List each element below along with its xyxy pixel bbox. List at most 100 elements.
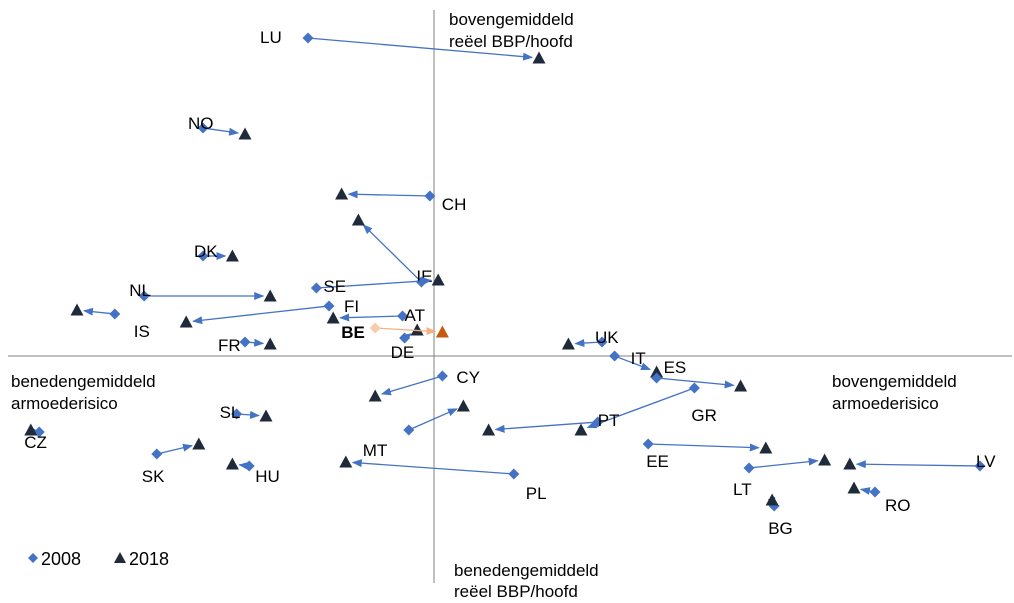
arrow-mt (412, 408, 458, 429)
arrow-sk (160, 443, 193, 454)
legend: 2008 2018 (28, 549, 169, 569)
legend-2018-label: 2018 (129, 549, 169, 569)
marker-2008-cy (436, 370, 448, 382)
arrow-fi (192, 305, 326, 325)
country-label-bg: BG (768, 519, 793, 538)
quadrant-label-top-line1: bovengemiddeld (449, 10, 574, 29)
arrow-ee (652, 443, 760, 452)
marker-2008-sl (231, 408, 243, 420)
marker-2018-ro (847, 481, 861, 494)
country-label-be: BE (341, 323, 365, 342)
country-label-it: IT (631, 349, 646, 368)
country-label-ch: CH (442, 195, 467, 214)
country-label-uk: UK (595, 328, 619, 347)
marker-2018-mt (456, 399, 470, 412)
arrow-uk (574, 339, 599, 348)
country-label-is: IS (134, 322, 150, 341)
marker-2008-gr (688, 382, 700, 394)
arrow-se (320, 277, 433, 289)
marker-2018-es (734, 379, 748, 392)
marker-2018-sk (192, 437, 206, 450)
country-label-no: NO (188, 114, 214, 133)
arrow-no (206, 127, 240, 136)
marker-2018-se (431, 273, 445, 286)
marker-2018-is (70, 303, 84, 316)
country-label-ie: IE (416, 267, 432, 286)
marker-2018-ie (351, 213, 365, 226)
country-label-ro: RO (885, 496, 911, 515)
marker-2008-mt (403, 424, 415, 436)
arrow-sl (240, 410, 261, 419)
marker-2008-dk (197, 250, 209, 262)
arrow-gr (586, 388, 691, 429)
marker-2008-uk (596, 336, 608, 348)
country-label-es: ES (664, 358, 687, 377)
marker-2008-ro (869, 486, 881, 498)
arrow-ie (362, 224, 420, 280)
arrow-ch (347, 190, 426, 199)
country-label-sk: SK (142, 467, 165, 486)
arrow-lv (855, 460, 977, 469)
country-label-lv: LV (976, 452, 996, 471)
country-label-nl: NL (129, 281, 151, 300)
arrow-pl (351, 459, 510, 475)
marker-2018-lt (818, 453, 832, 466)
arrow-de (401, 333, 413, 342)
marker-2018-bg (765, 493, 779, 506)
marker-2008-hu (243, 460, 255, 472)
country-label-pl: PL (526, 484, 547, 503)
arrow-hu (238, 461, 249, 470)
country-label-se: SE (323, 277, 346, 296)
country-label-gr: GR (691, 406, 717, 425)
country-label-lu: LU (260, 28, 282, 47)
quadrant-label-right: bovengemiddeld armoederisico (832, 372, 962, 413)
legend-2008-diamond-marker (28, 553, 38, 563)
arrow-es (660, 377, 735, 389)
marker-2018-nl (263, 289, 277, 302)
marker-2018-pl (339, 455, 353, 468)
country-label-fi: FI (344, 297, 359, 316)
arrow-it (618, 356, 651, 371)
marker-2008-at (397, 310, 408, 322)
quadrant-label-top: bovengemiddeld reëel BBP/hoofd (449, 10, 579, 51)
quadrant-label-right-line1: bovengemiddeld (832, 372, 957, 391)
marker-2008-ee (642, 438, 654, 450)
arrow-ro (859, 487, 872, 495)
marker-2018-hu (225, 457, 239, 470)
marker-2018-at (326, 311, 340, 324)
marker-2018-cz (24, 423, 38, 436)
marker-2018-fr (263, 337, 277, 350)
arrow-pt (494, 421, 594, 433)
legend-2018-triangle-marker (114, 552, 126, 563)
arrow-be (379, 327, 437, 336)
country-label-cy: CY (456, 368, 480, 387)
marker-2008-pt (592, 416, 604, 428)
quadrant-label-left: benedengemiddeld armoederisico (11, 372, 160, 413)
country-label-at: AT (405, 306, 425, 325)
marker-2008-nl (138, 290, 150, 302)
marker-2018-fi (179, 315, 193, 328)
arrow-cy (380, 376, 439, 396)
marker-2008-pl (508, 468, 520, 480)
legend-2008-label: 2008 (41, 549, 81, 569)
country-label-fr: FR (218, 336, 241, 355)
country-label-hu: HU (255, 467, 280, 486)
country-label-cz: CZ (24, 433, 47, 452)
quadrant-label-left-line2: armoederisico (11, 394, 118, 413)
quadrant-label-bottom-line2: reëel BBP/hoofd (454, 582, 578, 601)
arrow-fr (248, 338, 265, 347)
marker-2008-fi (323, 300, 335, 312)
marker-2018-be (435, 325, 449, 338)
marker-2008-ch (424, 190, 436, 202)
country-label-sl: SL (220, 403, 241, 422)
arrow-lu (311, 37, 534, 61)
country-label-mt: MT (363, 441, 388, 460)
marker-2008-is (109, 308, 121, 320)
arrow-at (339, 313, 399, 322)
marker-2008-be (369, 322, 381, 334)
marker-2018-lv (843, 457, 857, 470)
marker-2018-sl (259, 409, 273, 422)
marker-2018-ch (335, 187, 349, 200)
arrow-lt (752, 457, 819, 469)
